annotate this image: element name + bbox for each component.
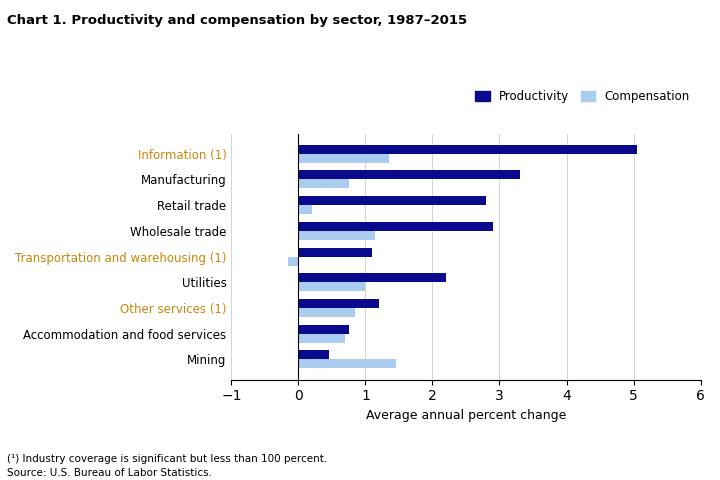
Bar [298, 231, 375, 240]
Bar [298, 282, 366, 291]
Bar [298, 196, 486, 205]
Text: Chart 1. Productivity and compensation by sector, 1987–2015: Chart 1. Productivity and compensation b… [7, 14, 467, 27]
Legend: Productivity, Compensation: Productivity, Compensation [471, 85, 695, 108]
Bar [298, 350, 328, 360]
Bar [288, 257, 298, 265]
Bar [298, 248, 372, 257]
Bar [298, 334, 346, 343]
Bar [298, 170, 520, 180]
X-axis label: Average annual percent change: Average annual percent change [366, 409, 566, 422]
Bar [298, 145, 637, 154]
Bar [298, 308, 356, 317]
Bar [298, 299, 379, 308]
Bar [298, 205, 312, 214]
Bar [298, 180, 348, 189]
Text: Source: U.S. Bureau of Labor Statistics.: Source: U.S. Bureau of Labor Statistics. [7, 468, 212, 478]
Bar [298, 222, 492, 231]
Text: (¹) Industry coverage is significant but less than 100 percent.: (¹) Industry coverage is significant but… [7, 454, 328, 464]
Bar [298, 324, 348, 334]
Bar [298, 154, 389, 163]
Bar [298, 360, 395, 368]
Bar [298, 273, 446, 282]
